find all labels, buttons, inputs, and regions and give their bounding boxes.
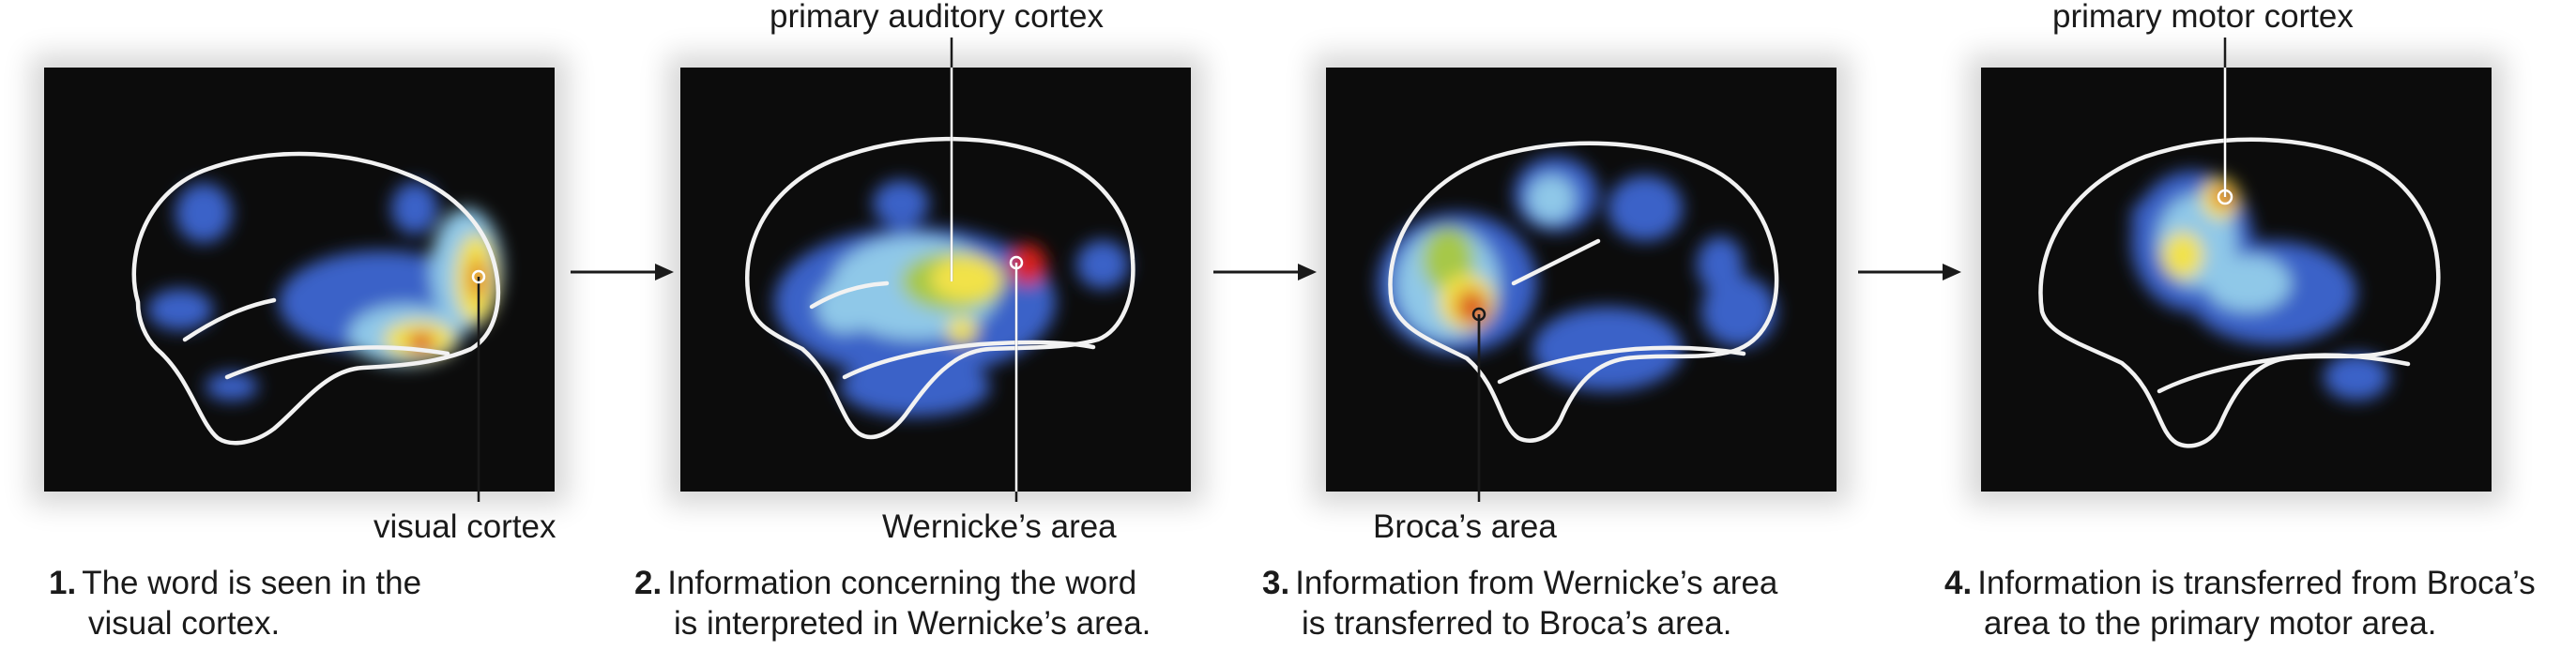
caption-text-line1: Information is transferred from Broca’s: [1977, 565, 2536, 601]
caption-step-3: 3. Information from Wernicke’s area is tr…: [1262, 563, 1777, 643]
caption-step-2: 2. Information concerning the word is int…: [634, 563, 1151, 643]
label-visual-cortex: visual cortex: [373, 508, 556, 545]
brain-scan-image-3: [1378, 141, 1779, 443]
arrow-right-icon: [571, 264, 674, 280]
pet-scan-panel-2: [680, 68, 1191, 492]
arrow-right-icon: [1858, 264, 1961, 280]
label-wernickes-area: Wernicke’s area: [882, 508, 1117, 545]
brain-outline: [745, 136, 1136, 440]
pet-scan-panel-4: [1981, 68, 2492, 492]
caption-step-1: 1. The word is seen in the visual cortex.: [49, 563, 421, 643]
brain-outline: [131, 151, 501, 446]
caption-step-number: 4.: [1944, 565, 1973, 601]
label-primary-motor-cortex: primary motor cortex: [2052, 0, 2354, 35]
caption-text-line2: area to the primary motor area.: [1984, 605, 2437, 642]
caption-step-number: 3.: [1262, 565, 1290, 601]
brain-scan-image-4: [2038, 137, 2441, 448]
caption-text-line1: Information from Wernicke’s area: [1295, 565, 1778, 601]
caption-text-line1: The word is seen in the: [82, 565, 422, 601]
brain-outline: [1388, 141, 1779, 443]
caption-text-line2: is transferred to Broca’s area.: [1302, 605, 1732, 642]
label-primary-auditory-cortex: primary auditory cortex: [770, 0, 1104, 35]
arrow-right-icon: [1213, 264, 1317, 280]
activity-blobs: [774, 180, 1129, 416]
pet-scan-panel-1: [44, 68, 555, 492]
brain-outline: [2038, 137, 2441, 448]
label-brocas-area: Broca’s area: [1373, 508, 1557, 545]
activity-blobs: [147, 182, 502, 401]
caption-step-number: 2.: [634, 565, 663, 601]
pet-scan-panel-3: [1326, 68, 1837, 492]
brain-scan-image-1: [131, 151, 502, 446]
brain-scan-image-2: [745, 136, 1136, 440]
caption-text-line1: Information concerning the word: [667, 565, 1137, 601]
activity-blobs: [2131, 171, 2389, 401]
caption-text-line2: visual cortex.: [88, 605, 281, 642]
caption-step-4: 4. Information is transferred from Broca’…: [1944, 563, 2536, 643]
caption-text-line2: is interpreted in Wernicke’s area.: [674, 605, 1151, 642]
caption-step-number: 1.: [49, 565, 77, 601]
